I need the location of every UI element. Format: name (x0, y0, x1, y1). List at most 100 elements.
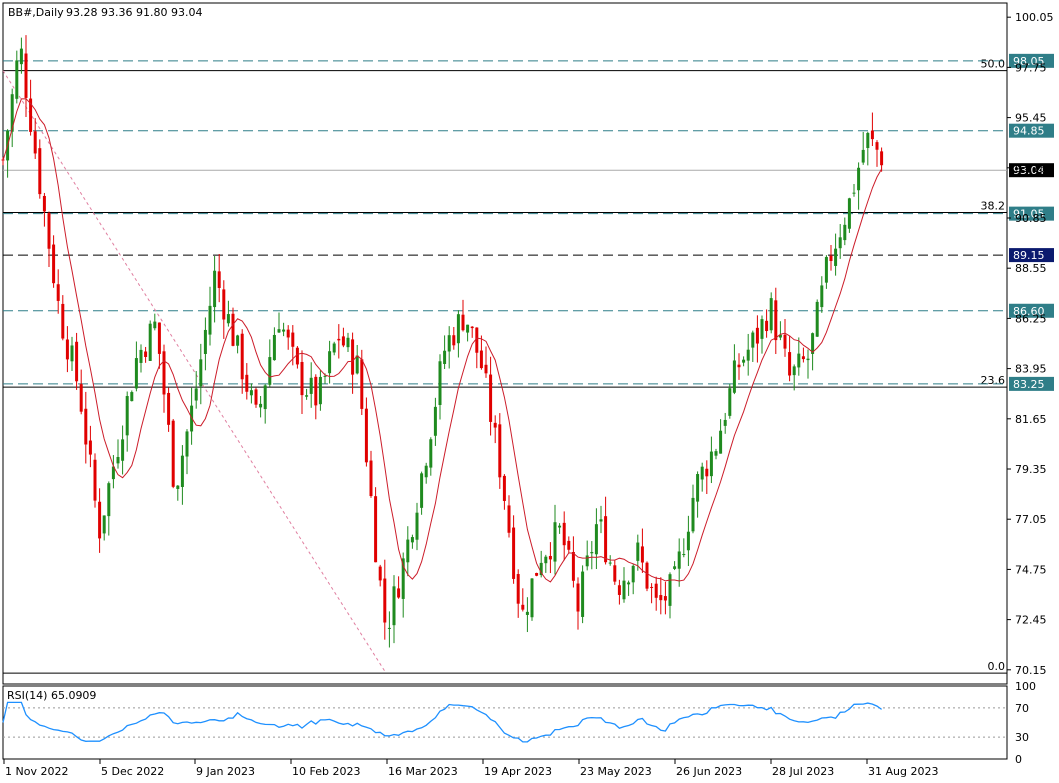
candle-body (650, 586, 654, 588)
rsi-layer: 100 70 30 0 (2, 680, 1036, 766)
candle-body (346, 337, 350, 348)
candle-body (581, 571, 585, 617)
candle-body (608, 562, 612, 564)
candle-body (429, 439, 433, 468)
candle-body (714, 451, 718, 456)
candle-body (231, 313, 235, 346)
time-tick-label: 19 Apr 2023 (484, 765, 552, 778)
candle-body (24, 53, 28, 98)
candle-body (364, 408, 368, 463)
candle-body (686, 531, 690, 551)
time-tick-label: 23 May 2023 (580, 765, 652, 778)
candle-body (387, 627, 391, 629)
candle-body (719, 430, 723, 454)
price-tick-label: 72.45 (1015, 614, 1047, 627)
candle-body (277, 329, 281, 333)
candle-body (654, 583, 658, 598)
candle-body (226, 314, 230, 324)
candle-body (314, 376, 318, 406)
level-tag (1009, 123, 1054, 138)
candle-body (843, 224, 847, 241)
levels-layer: 93.04 50.0 38.2 23.6 0.0 98.05 94.85 91.05 89.15… (2, 53, 1054, 674)
rsi-tick-label: 30 (1015, 731, 1029, 744)
candle-body (525, 611, 529, 615)
candle-body (374, 496, 378, 563)
candle-body (171, 420, 175, 487)
candle-body (585, 555, 589, 567)
candle-body (213, 270, 217, 308)
time-tick-label: 9 Jan 2023 (196, 765, 255, 778)
candle-body (291, 332, 295, 347)
candle-body (185, 431, 189, 457)
candle-body (194, 388, 198, 401)
symbol-label: BB#,Daily (8, 6, 64, 19)
candle-body (829, 255, 833, 262)
candle-body (222, 289, 226, 320)
candle-body (567, 540, 571, 550)
candle-body (627, 582, 631, 585)
candle-body (834, 248, 838, 266)
price-tick-label: 90.85 (1015, 212, 1047, 225)
candle-body (249, 390, 253, 396)
candle-body (410, 537, 414, 543)
price-tick-label: 88.55 (1015, 262, 1047, 275)
level-tag (1009, 248, 1054, 263)
level-tag (1009, 53, 1054, 68)
candle-body (502, 475, 506, 501)
candle-body (295, 347, 299, 365)
candle-body (208, 305, 212, 335)
candle-body (723, 419, 727, 426)
rsi-pane (2, 685, 1008, 760)
candle-body (79, 384, 83, 412)
candle-body (420, 473, 424, 508)
candle-body (507, 505, 511, 533)
candle-body (645, 562, 649, 589)
candle-body (691, 497, 695, 532)
candle-body (778, 334, 782, 338)
candle-body (378, 566, 382, 581)
candle-body (820, 285, 824, 308)
candle-body (33, 131, 37, 154)
candle-body (594, 524, 598, 555)
candle-body (42, 195, 46, 212)
level-tag (1009, 376, 1054, 391)
candle-body (599, 519, 603, 522)
candle-body (245, 374, 249, 392)
candle-body (121, 439, 125, 461)
moving-average-layer (2, 98, 883, 583)
candle-body (548, 555, 552, 560)
ohlc-readout: 93.28 93.36 91.80 93.04 (66, 6, 202, 19)
candle-body (116, 456, 120, 464)
candle-body (75, 341, 79, 382)
candle-body (318, 376, 322, 405)
candle-body (760, 319, 764, 339)
candle-body (70, 345, 74, 362)
candle-body (93, 459, 97, 501)
candle-body (236, 335, 240, 346)
candle-body (134, 358, 138, 389)
candle-body (447, 335, 451, 352)
candle-body (765, 320, 769, 332)
fib-label: 0.0 (988, 660, 1006, 673)
candle-body (300, 361, 304, 396)
price-tick-label: 100.05 (1015, 11, 1054, 24)
candle-body (732, 360, 736, 393)
candle-body (797, 353, 801, 368)
candle-body (268, 357, 272, 385)
candle-body (806, 358, 810, 361)
candle-body (433, 406, 437, 436)
candle-body (337, 338, 341, 341)
candle-body (199, 359, 203, 387)
time-tick-label: 10 Feb 2023 (292, 765, 360, 778)
candle-body (309, 377, 313, 394)
candle-body (144, 351, 148, 357)
candle-body (631, 565, 635, 583)
candle-body (788, 352, 792, 376)
candle-body (746, 349, 750, 361)
candle-body (369, 460, 373, 497)
candle-body (484, 364, 488, 374)
candle-body (668, 574, 672, 606)
candle-body (875, 142, 879, 150)
candle-body (783, 334, 787, 349)
candle-body (286, 329, 290, 338)
